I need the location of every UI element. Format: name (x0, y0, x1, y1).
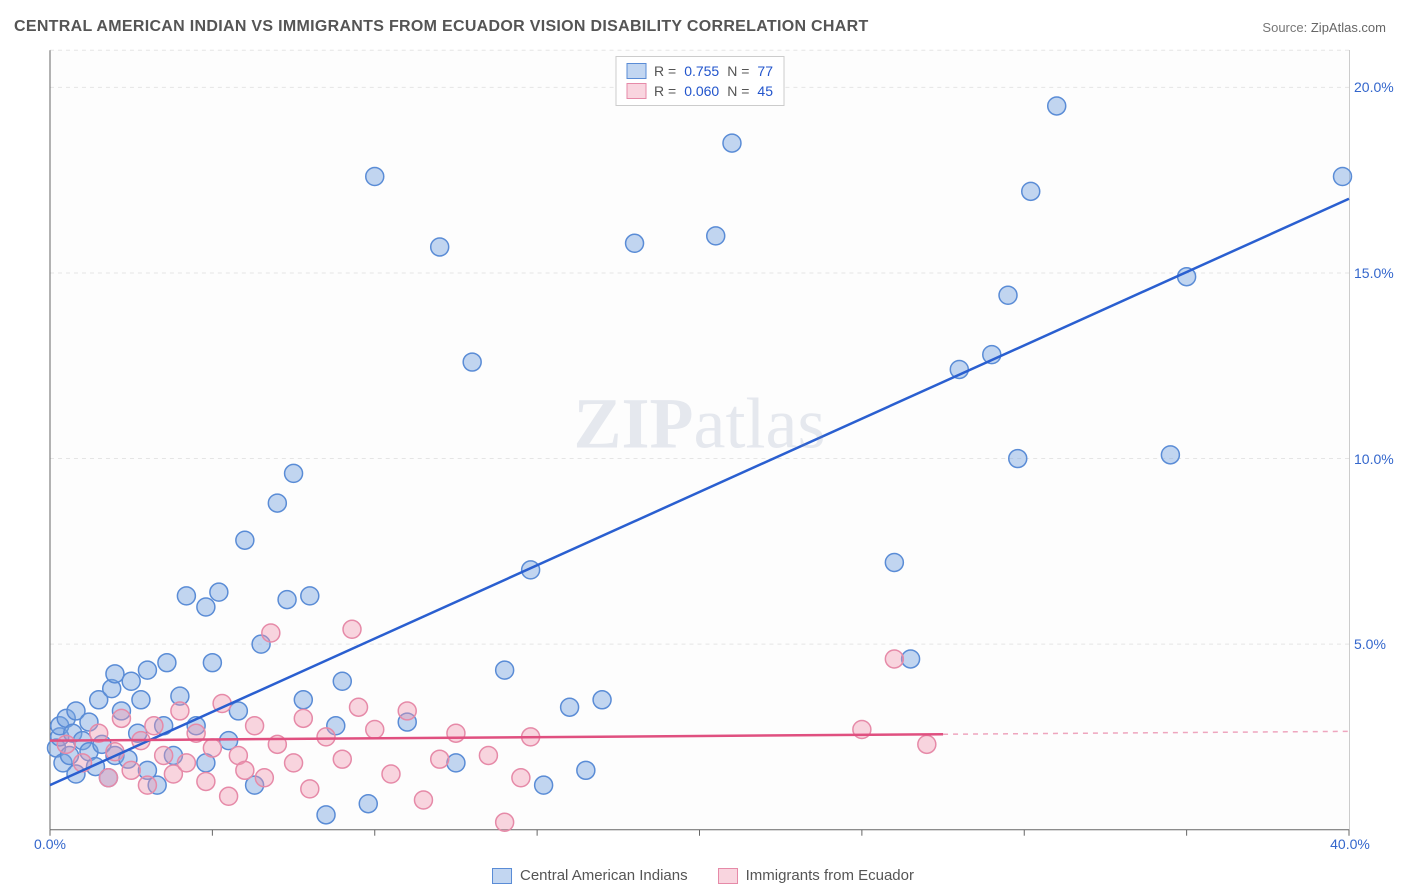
n-label: N = (727, 61, 749, 81)
swatch-series-0 (626, 63, 646, 79)
swatch-series-1 (718, 868, 738, 884)
y-tick-label: 10.0% (1354, 451, 1406, 467)
legend-entry-0: Central American Indians (492, 867, 688, 884)
y-tick-label: 5.0% (1354, 636, 1406, 652)
r-value-0: 0.755 (684, 61, 719, 81)
source-label: Source: (1262, 20, 1307, 35)
r-label: R = (654, 61, 676, 81)
chart-title: CENTRAL AMERICAN INDIAN VS IMMIGRANTS FR… (14, 18, 869, 36)
swatch-series-0 (492, 868, 512, 884)
swatch-series-1 (626, 83, 646, 99)
y-tick-label: 15.0% (1354, 265, 1406, 281)
bottom-legend: Central American Indians Immigrants from… (492, 867, 914, 884)
legend-label-1: Immigrants from Ecuador (746, 867, 914, 884)
x-tick-label: 40.0% (1330, 836, 1370, 852)
n-value-0: 77 (757, 61, 773, 81)
r-label: R = (654, 81, 676, 101)
r-value-1: 0.060 (684, 81, 719, 101)
source-value: ZipAtlas.com (1311, 20, 1386, 35)
stats-legend: R = 0.755 N = 77 R = 0.060 N = 45 (615, 56, 784, 106)
stats-row-series-0: R = 0.755 N = 77 (626, 61, 773, 81)
plot-area: ZIPatlas R = 0.755 N = 77 R = 0.060 N = … (50, 50, 1350, 830)
chart-svg (50, 50, 1349, 830)
legend-label-0: Central American Indians (520, 867, 688, 884)
n-label: N = (727, 81, 749, 101)
x-tick-label: 0.0% (34, 836, 66, 852)
legend-entry-1: Immigrants from Ecuador (718, 867, 914, 884)
source-credit: Source: ZipAtlas.com (1262, 20, 1386, 35)
stats-row-series-1: R = 0.060 N = 45 (626, 81, 773, 101)
n-value-1: 45 (757, 81, 773, 101)
y-tick-label: 20.0% (1354, 79, 1406, 95)
